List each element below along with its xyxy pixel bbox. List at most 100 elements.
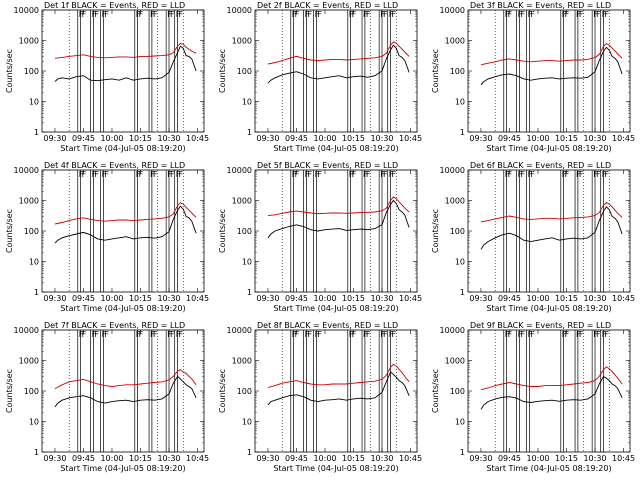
attenuator-mark: F [292,330,297,339]
detector-panel: Det 6f BLACK = Events, RED = LLD 1 10 100 10… [431,161,635,313]
attenuator-mark: F [102,330,107,339]
attenuator-mark: F [179,170,184,179]
x-tick-label: 10:45 [612,134,635,143]
attenuator-mark: F [389,170,394,179]
y-tick-label: 100 [450,227,465,236]
y-tick-label: 100 [450,387,465,396]
attenuator-mark: F [176,330,181,339]
attenuator-mark: F [150,170,155,179]
attenuator-mark: F [79,330,84,339]
attenuator-mark: F [315,330,320,339]
y-axis-label: Counts/sec [218,369,227,413]
attenuator-mark: F [102,170,107,179]
x-tick-label: 09:45 [285,134,308,143]
y-tick-label: 10 [455,98,465,107]
x-tick-label: 10:30 [370,294,393,303]
y-tick-label: 1000 [445,197,465,206]
y-tick-label: 1 [34,288,39,297]
attenuator-mark: F [508,10,513,19]
panel-title: Det 7f BLACK = Events, RED = LLD [44,321,185,330]
x-tick-label: 10:30 [583,134,606,143]
plot-frame [41,329,205,453]
attenuator-mark: F [307,330,312,339]
attenuator-mark: F [170,170,175,179]
y-axis-label: Counts/sec [431,369,440,413]
x-tick-label: 10:15 [342,134,365,143]
series-line-events [480,375,623,410]
attenuator-mark: F [602,330,607,339]
attenuator-mark: F [562,10,567,19]
y-tick-label: 1000 [232,37,252,46]
attenuator-mark: F [579,330,584,339]
y-tick-label: 10 [242,258,252,267]
x-tick-label: 10:00 [313,294,336,303]
attenuator-mark: F [366,170,371,179]
detector-panel: Det 9f BLACK = Events, RED = LLD 1 10 100 10… [431,321,635,473]
attenuator-mark: F [392,10,397,19]
series-line-events [480,46,623,86]
x-tick-label: 10:30 [370,454,393,463]
x-tick-label: 10:45 [612,294,635,303]
attenuator-mark: F [528,10,533,19]
x-tick-label: 09:30 [43,294,66,303]
panel-title: Det 4f BLACK = Events, RED = LLD [44,161,185,170]
y-tick-label: 1000 [19,197,39,206]
attenuator-mark: F [315,170,320,179]
y-tick-label: 10 [29,98,39,107]
x-axis-label: Start Time (04-Jul-05 08:19:20) [273,464,398,473]
series-line-events [54,375,197,408]
x-tick-label: 10:30 [583,454,606,463]
x-tick-label: 09:45 [498,294,521,303]
x-tick-label: 10:15 [129,134,152,143]
y-tick-label: 10000 [440,166,465,175]
attenuator-mark: F [389,10,394,19]
y-axis-label: Counts/sec [5,209,14,253]
y-tick-label: 10000 [227,6,252,15]
attenuator-mark: F [576,170,581,179]
x-tick-label: 10:45 [399,454,422,463]
attenuator-mark: F [605,170,610,179]
x-tick-label: 10:00 [100,134,123,143]
series-line-lld [267,41,410,65]
plot-frame [41,169,205,293]
panel-title: Det 9f BLACK = Events, RED = LLD [470,321,611,330]
y-tick-label: 10000 [14,326,39,335]
y-axis-label: Counts/sec [431,209,440,253]
x-tick-label: 10:00 [526,134,549,143]
attenuator-mark: F [139,330,144,339]
attenuator-mark: F [92,170,97,179]
x-tick-label: 10:15 [342,294,365,303]
y-axis-label: Counts/sec [218,49,227,93]
attenuator-mark: F [562,170,567,179]
attenuator-mark: F [139,170,144,179]
attenuator-mark: F [305,10,310,19]
x-tick-label: 10:15 [555,454,578,463]
attenuator-mark: F [505,330,510,339]
x-tick-label: 09:30 [43,134,66,143]
y-axis-label: Counts/sec [5,49,14,93]
x-tick-label: 09:30 [469,454,492,463]
detector-panel: Det 8f BLACK = Events, RED = LLD 1 10 100 10… [218,321,422,473]
attenuator-mark: F [170,10,175,19]
y-tick-label: 10000 [440,326,465,335]
detector-panel: Det 7f BLACK = Events, RED = LLD 1 10 100 10… [5,321,209,473]
attenuator-mark: F [102,10,107,19]
attenuator-mark: F [508,170,513,179]
attenuator-mark: F [82,10,87,19]
attenuator-mark: F [520,10,525,19]
attenuator-mark: F [579,10,584,19]
x-tick-label: 10:30 [157,294,180,303]
x-tick-label: 10:00 [313,134,336,143]
plot-frame [254,329,418,453]
series-line-lld [480,366,623,391]
attenuator-mark: F [104,330,109,339]
attenuator-mark: F [380,170,385,179]
attenuator-mark: F [307,10,312,19]
series-line-lld [267,363,410,388]
attenuator-mark: F [579,170,584,179]
attenuator-mark: F [153,330,158,339]
y-tick-label: 100 [24,387,39,396]
attenuator-mark: F [167,10,172,19]
attenuator-mark: F [136,170,141,179]
